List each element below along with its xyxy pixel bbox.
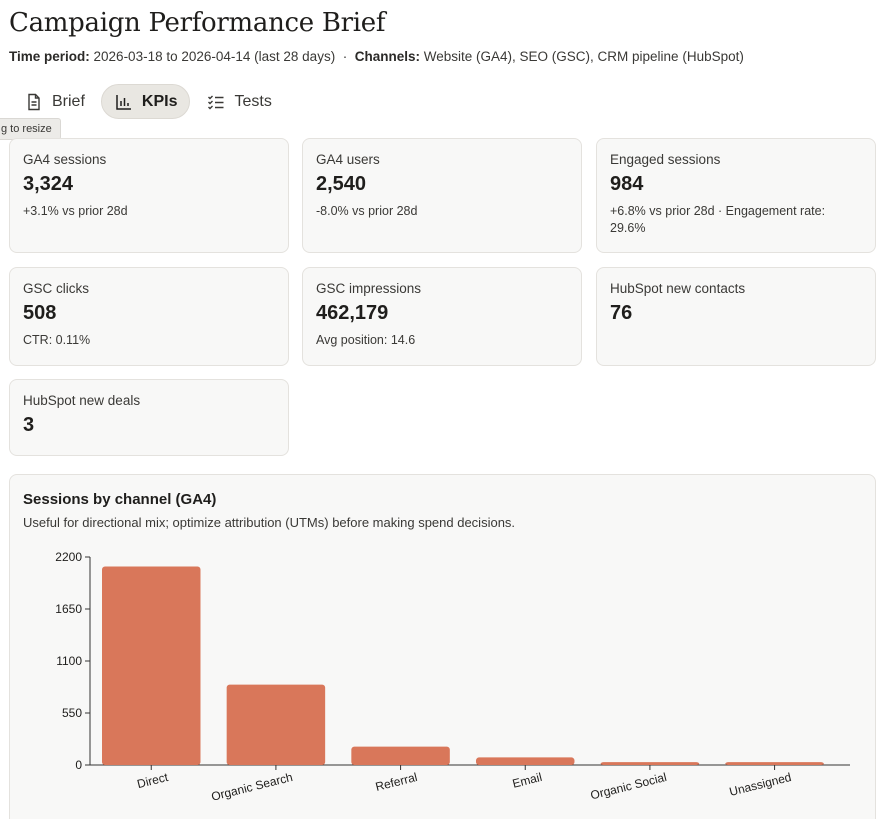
bar <box>102 566 201 765</box>
kpi-card-hubspot-contacts: HubSpot new contacts 76 <box>596 267 876 366</box>
y-tick-label: 1650 <box>55 602 82 616</box>
tab-bar: Brief KPIs Tests <box>12 84 284 119</box>
chart-card: Sessions by channel (GA4) Useful for dir… <box>9 474 876 819</box>
kpi-value: 3,324 <box>23 173 74 195</box>
kpi-label: HubSpot new deals <box>23 393 141 408</box>
x-tick-label: Direct <box>136 770 170 791</box>
kpi-card-ga4-sessions: GA4 sessions 3,324 +3.1% vs prior 28d <box>9 138 289 253</box>
tab-brief-label: Brief <box>52 92 85 110</box>
kpi-note: -8.0% vs prior 28d <box>316 204 418 218</box>
period-value: 2026-03-18 to 2026-04-14 (last 28 days) <box>93 49 336 64</box>
x-tick-label: Organic Search <box>210 770 294 804</box>
bar <box>351 746 450 765</box>
tab-tests-label: Tests <box>234 92 272 110</box>
kpi-label: GA4 users <box>316 152 380 167</box>
page-title: Campaign Performance Brief <box>9 8 386 38</box>
kpi-value: 508 <box>23 302 57 324</box>
bar-chart-icon <box>116 94 131 110</box>
kpi-card-ga4-users: GA4 users 2,540 -8.0% vs prior 28d <box>302 138 582 253</box>
kpi-note: CTR: 0.11% <box>23 333 91 347</box>
x-tick-label: Email <box>511 770 544 791</box>
page-meta: Time period: 2026-03-18 to 2026-04-14 (l… <box>9 49 744 64</box>
kpi-card-gsc-clicks: GSC clicks 508 CTR: 0.11% <box>9 267 289 366</box>
kpi-value: 462,179 <box>316 302 389 324</box>
kpi-note: Avg position: 14.6 <box>316 333 416 347</box>
tab-kpis[interactable]: KPIs <box>100 84 191 119</box>
tab-tests[interactable]: Tests <box>194 84 283 119</box>
kpi-label: GA4 sessions <box>23 152 107 167</box>
sessions-bar-chart: 0 550 1100 1650 2200 Direct Organic Search Refe… <box>55 550 850 804</box>
y-tick-label: 0 <box>75 758 82 772</box>
kpi-note: +6.8% vs prior 28d · Engagement rate: 29… <box>610 204 826 235</box>
chart-title: Sessions by channel (GA4) <box>23 491 217 508</box>
kpi-note: +3.1% vs prior 28d <box>23 204 128 218</box>
kpi-value: 984 <box>610 173 644 195</box>
chart-subtitle: Useful for directional mix; optimize att… <box>23 515 516 530</box>
tab-brief[interactable]: Brief <box>12 84 97 119</box>
kpi-value: 3 <box>23 414 35 436</box>
resize-tooltip: g to resize <box>0 118 61 140</box>
channels-value: Website (GA4), SEO (GSC), CRM pipeline (… <box>423 49 744 64</box>
kpi-value: 76 <box>610 302 633 324</box>
period-label: Time period: <box>9 49 90 64</box>
bar <box>725 762 824 765</box>
meta-separator: · <box>342 49 348 64</box>
x-tick-label: Organic Social <box>589 770 668 802</box>
kpi-label: HubSpot new contacts <box>610 281 746 296</box>
kpi-label: GSC clicks <box>23 281 90 296</box>
x-tick-label: Unassigned <box>728 770 793 799</box>
tab-kpis-label: KPIs <box>141 92 178 110</box>
x-tick-label: Referral <box>374 770 419 794</box>
bar <box>476 757 575 765</box>
kpi-label: GSC impressions <box>316 281 422 296</box>
y-tick-label: 2200 <box>55 550 82 564</box>
kpi-card-hubspot-deals: HubSpot new deals 3 <box>9 379 289 456</box>
y-tick-label: 550 <box>62 706 82 720</box>
document-icon <box>28 93 40 110</box>
kpi-card-gsc-impressions: GSC impressions 462,179 Avg position: 14… <box>302 267 582 366</box>
kpi-value: 2,540 <box>316 173 367 195</box>
kpi-card-engaged-sessions: Engaged sessions 984 +6.8% vs prior 28d … <box>596 138 876 253</box>
bar <box>226 684 326 765</box>
y-tick-label: 1100 <box>56 654 82 668</box>
bar <box>600 762 700 765</box>
kpi-label: Engaged sessions <box>610 152 721 167</box>
channels-label: Channels: <box>354 49 420 64</box>
checklist-icon <box>208 95 224 109</box>
